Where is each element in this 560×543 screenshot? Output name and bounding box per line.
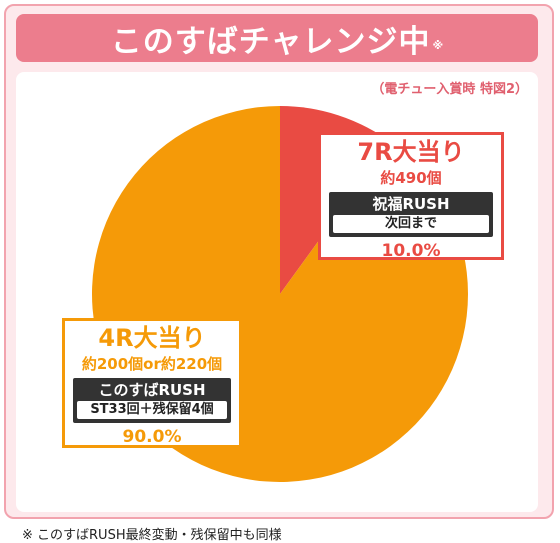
slice-7r-detail: 次回まで: [333, 215, 489, 233]
slice-label-4r: 4R大当り 約200個or約220個 このすばRUSH ST33回＋残保留4個 …: [62, 318, 242, 448]
source-note: （電チュー入賞時 特図2）: [371, 82, 528, 97]
title-bar: このすばチャレンジ中 ※: [16, 14, 538, 62]
slice-4r-title: 4R大当り: [98, 324, 206, 352]
slice-7r-title: 7R大当り: [357, 138, 465, 166]
slice-4r-percent: 90.0%: [122, 427, 182, 447]
slice-label-7r: 7R大当り 約490個 祝福RUSH 次回まで 10.0%: [318, 132, 504, 261]
title-footnote-mark: ※: [432, 38, 444, 52]
slice-7r-mode-block: 祝福RUSH 次回まで: [329, 192, 493, 237]
slice-4r-count: 約200個or約220個: [81, 355, 223, 373]
chart-title: このすばチャレンジ中: [110, 23, 431, 60]
slice-4r-mode-block: このすばRUSH ST33回＋残保留4個: [73, 378, 231, 423]
slice-4r-mode: このすばRUSH: [98, 381, 206, 399]
slice-4r-detail: ST33回＋残保留4個: [77, 401, 227, 419]
slice-7r-mode: 祝福RUSH: [372, 195, 450, 213]
slice-7r-percent: 10.0%: [381, 241, 441, 261]
slice-7r-count: 約490個: [380, 169, 442, 187]
footnote: ※ このすばRUSH最終変動・残保留中も同様: [22, 528, 282, 543]
